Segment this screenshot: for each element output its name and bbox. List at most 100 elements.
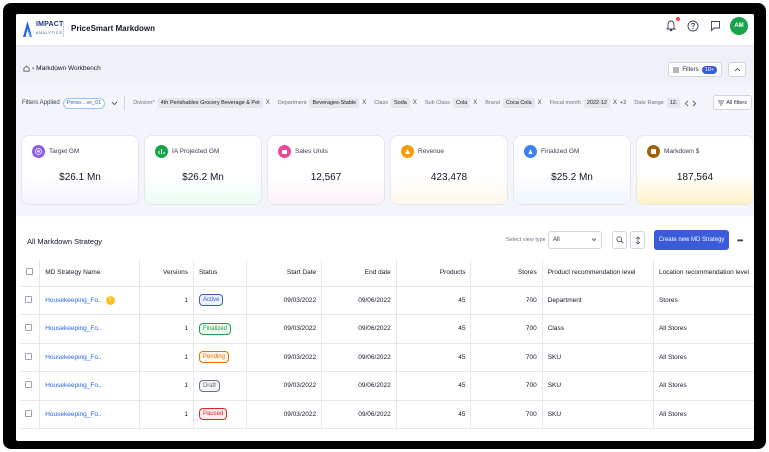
col-products[interactable]: Products xyxy=(396,260,472,287)
logo[interactable]: IMPACT ANALYTICS xyxy=(22,20,64,38)
filter-chip-division[interactable]: Division* 4th Perishables Grocery Beverag… xyxy=(133,98,270,108)
sort-icon xyxy=(635,236,640,244)
chevron-left-icon[interactable] xyxy=(684,100,689,107)
chip-value: 4th Perishables Grocery Beverage & Pet xyxy=(157,98,263,108)
filters-button[interactable]: Filters 10+ xyxy=(668,62,722,77)
strategy-name-link[interactable]: Housekeeping_Fo.. xyxy=(45,296,102,304)
table-row[interactable]: Housekeeping_Fo.. 1 Pending 09/03/2022 09/06… xyxy=(20,343,754,372)
versions-cell: 1 xyxy=(139,314,194,344)
chip-value: 2022-12 xyxy=(583,98,611,108)
stores-cell: 700 xyxy=(470,343,543,372)
filters-applied-row: Filters Applied Perso....er_01 Division*… xyxy=(16,84,754,122)
chip-key: Brand xyxy=(485,100,500,106)
warning-icon[interactable]: ! xyxy=(105,295,115,305)
card-tint xyxy=(145,174,261,204)
chip-key: Division* xyxy=(133,100,155,106)
more-count[interactable]: +2 xyxy=(620,100,627,106)
col-end-date[interactable]: End date xyxy=(321,260,397,287)
home-icon[interactable] xyxy=(23,65,30,72)
table-row[interactable]: Housekeeping_Fo..! 1 Active 09/03/2022 09/06… xyxy=(20,286,754,315)
kpi-label: Finalized GM xyxy=(541,148,580,155)
select-all-checkbox[interactable] xyxy=(20,260,41,287)
end-date-cell: 09/06/2022 xyxy=(321,314,397,344)
breadcrumb: › Markdown Workbench xyxy=(23,65,101,72)
chevron-down-icon[interactable] xyxy=(111,101,118,106)
remove-icon[interactable]: X xyxy=(412,100,417,106)
chip-key: Fiscal month xyxy=(549,100,581,106)
sort-button[interactable] xyxy=(630,231,645,249)
bell-icon[interactable] xyxy=(664,17,680,33)
strategy-name-cell: Housekeeping_Fo.. xyxy=(39,400,140,429)
remove-icon[interactable]: X xyxy=(265,100,270,106)
row-checkbox[interactable] xyxy=(20,371,41,401)
remove-icon[interactable]: X xyxy=(537,100,542,106)
status-badge: Paused xyxy=(198,408,228,421)
col-start-date[interactable]: Start Date xyxy=(246,260,323,287)
chip-value: Cola xyxy=(452,98,471,108)
filter-chip-brand[interactable]: Brand Coca Cola X xyxy=(485,98,542,108)
help-icon[interactable] xyxy=(686,19,700,33)
chip-value: 12. xyxy=(666,98,681,108)
chevron-up-icon xyxy=(734,67,740,72)
strategy-name-link[interactable]: Housekeeping_Fo.. xyxy=(45,325,102,333)
kpi-card-markdown: Markdown $ 187,564 xyxy=(636,135,754,205)
chat-icon[interactable] xyxy=(708,19,722,33)
avatar[interactable]: AM xyxy=(730,17,748,35)
filter-chip-class[interactable]: Class Soda X xyxy=(374,98,417,108)
col-versions[interactable]: Versions xyxy=(139,260,194,287)
status-cell: Draft xyxy=(193,371,247,401)
view-type-select[interactable]: All xyxy=(548,231,602,249)
chip-key: Department xyxy=(277,100,307,106)
table-row[interactable]: Housekeeping_Fo.. 1 Draft 09/03/2022 09/06/2… xyxy=(20,371,754,401)
status-cell: Paused xyxy=(193,400,247,429)
remove-icon[interactable]: X xyxy=(473,100,478,106)
location-rec-level-cell: All Stores xyxy=(653,400,754,429)
start-date-cell: 09/03/2022 xyxy=(246,343,323,372)
col-product-recommendation-level[interactable]: Product recommendation level xyxy=(542,260,654,287)
filter-chip-fiscal-month[interactable]: Fiscal month 2022-12 X +2 xyxy=(549,98,627,108)
create-md-strategy-button[interactable]: Create new MD Strategy xyxy=(654,230,729,250)
strategy-name-cell: Housekeeping_Fo.. xyxy=(39,314,140,344)
strategy-name-link[interactable]: Housekeeping_Fo.. xyxy=(45,382,102,390)
more-options-icon[interactable]: ••• xyxy=(737,236,743,245)
location-rec-level-cell: Stores xyxy=(653,286,754,315)
kpi-card-finalized-gm: Finalized GM $25.2 Mn xyxy=(513,135,631,205)
all-filters-button[interactable]: All filters xyxy=(713,95,752,110)
remove-icon[interactable]: X xyxy=(362,100,367,106)
strategy-name-cell: Housekeeping_Fo..! xyxy=(39,286,140,315)
row-checkbox[interactable] xyxy=(20,286,41,315)
filter-preset-chip[interactable]: Perso....er_01 xyxy=(62,97,106,109)
stores-cell: 700 xyxy=(470,314,543,344)
strategy-name-link[interactable]: Housekeeping_Fo.. xyxy=(45,353,102,361)
product-rec-level-cell: SKU xyxy=(542,371,654,401)
filter-chip-date-range[interactable]: Date Range 12. xyxy=(634,98,681,108)
table-row[interactable]: Housekeeping_Fo.. 1 Finalized 09/03/2022 09/… xyxy=(20,314,754,344)
row-checkbox[interactable] xyxy=(20,343,41,372)
end-date-cell: 09/06/2022 xyxy=(321,400,397,429)
row-checkbox[interactable] xyxy=(20,314,41,344)
col-md-strategy-name[interactable]: MD Strategy Name xyxy=(39,260,140,287)
search-button[interactable] xyxy=(612,231,627,249)
app-title: PriceSmart Markdown xyxy=(71,24,156,33)
products-cell: 45 xyxy=(396,314,472,344)
filters-applied-label: Filters Applied xyxy=(22,100,60,106)
filter-chip-subclass[interactable]: Sub Class Cola X xyxy=(425,98,477,108)
location-rec-level-cell: All Stores xyxy=(653,343,754,372)
location-rec-level-cell: All Stores xyxy=(653,371,754,401)
strategy-name-link[interactable]: Housekeeping_Fo.. xyxy=(45,410,102,418)
col-stores[interactable]: Stores xyxy=(470,260,543,287)
notification-dot xyxy=(676,17,680,21)
remove-icon[interactable]: X xyxy=(613,100,618,106)
col-status[interactable]: Status xyxy=(193,260,247,287)
finalized-icon xyxy=(524,145,537,158)
search-icon xyxy=(615,236,624,244)
row-checkbox[interactable] xyxy=(20,400,41,429)
col-location-recommendation-level[interactable]: Location recommendation level xyxy=(653,260,754,287)
table-row[interactable]: Housekeeping_Fo.. 1 Paused 09/03/2022 09/06/… xyxy=(20,400,754,429)
status-badge: Active xyxy=(198,294,224,307)
filter-chip-department[interactable]: Department Beverages-Stable X xyxy=(277,98,367,108)
chevron-right-icon[interactable] xyxy=(692,100,697,107)
chip-key: Date Range xyxy=(634,100,664,106)
collapse-button[interactable] xyxy=(728,62,746,77)
start-date-cell: 09/03/2022 xyxy=(246,314,323,344)
